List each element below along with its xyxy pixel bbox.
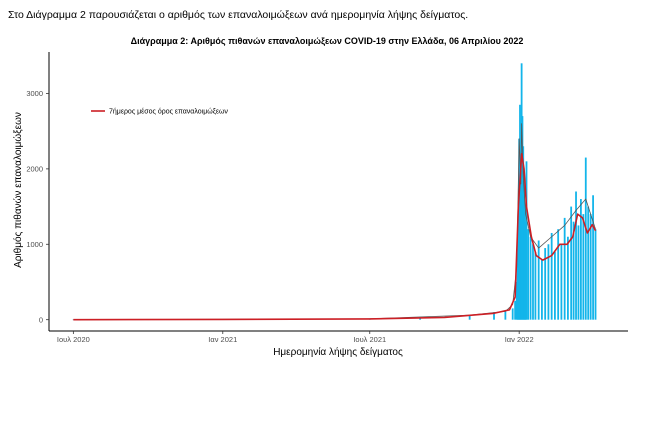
bar xyxy=(575,191,577,320)
bar xyxy=(554,251,556,320)
bar xyxy=(537,240,540,320)
bar xyxy=(419,317,422,320)
bars-group xyxy=(72,63,597,321)
bar xyxy=(541,259,543,320)
x-axis-title: Ημερομηνία λήψης δείγματος xyxy=(273,346,403,358)
bar xyxy=(468,315,471,320)
bar xyxy=(547,244,550,320)
bar xyxy=(570,206,573,320)
x-tick-label: Ιουλ 2020 xyxy=(57,335,90,344)
legend: 7ήμερος μέσος όρος επαναλοιμώξεων xyxy=(91,108,228,116)
bar xyxy=(550,232,553,320)
bar xyxy=(504,311,507,320)
y-tick-label: 0 xyxy=(39,315,43,324)
bar xyxy=(567,236,569,320)
bar xyxy=(577,225,580,320)
bar xyxy=(594,229,597,320)
chart-title: Διάγραμμα 2: Αριθμός πιθανών επαναλοιμώξ… xyxy=(130,36,524,46)
bar xyxy=(572,221,575,320)
bar xyxy=(529,236,532,320)
bar xyxy=(557,229,560,320)
bar xyxy=(493,312,495,320)
bar xyxy=(511,308,514,320)
bar xyxy=(532,244,534,320)
bar xyxy=(582,214,585,320)
bar xyxy=(544,248,547,320)
bar xyxy=(563,217,566,320)
legend-avg-label: 7ήμερος μέσος όρος επαναλοιμώξεων xyxy=(109,108,228,116)
lines-group xyxy=(73,123,597,321)
bar xyxy=(534,251,537,320)
x-tick-label: Ιαν 2022 xyxy=(505,335,534,344)
bar xyxy=(525,161,528,320)
bar xyxy=(527,229,530,320)
x-tick-label: Ιαν 2021 xyxy=(208,335,237,344)
bar xyxy=(560,244,563,320)
bar xyxy=(580,199,582,320)
bar xyxy=(589,214,592,320)
x-ticks: Ιουλ 2020 Ιαν 2021 Ιουλ 2021 Ιαν 2022 xyxy=(57,331,534,344)
y-tick-label: 2000 xyxy=(26,164,43,173)
x-tick-label: Ιουλ 2021 xyxy=(353,335,386,344)
y-axis-title: Αριθμός πιθανών επαναλοιμώξεων xyxy=(12,112,24,268)
bar xyxy=(587,206,590,320)
y-tick-label: 3000 xyxy=(26,89,43,98)
bar xyxy=(592,195,594,320)
seven-day-average-line xyxy=(73,153,597,321)
y-tick-label: 1000 xyxy=(26,240,43,249)
bar xyxy=(584,157,587,320)
bar xyxy=(514,300,517,320)
intro-text: Στο Διάγραμμα 2 παρουσιάζεται ο αριθμός … xyxy=(8,9,469,21)
y-ticks: 0 1000 2000 3000 xyxy=(26,89,49,324)
